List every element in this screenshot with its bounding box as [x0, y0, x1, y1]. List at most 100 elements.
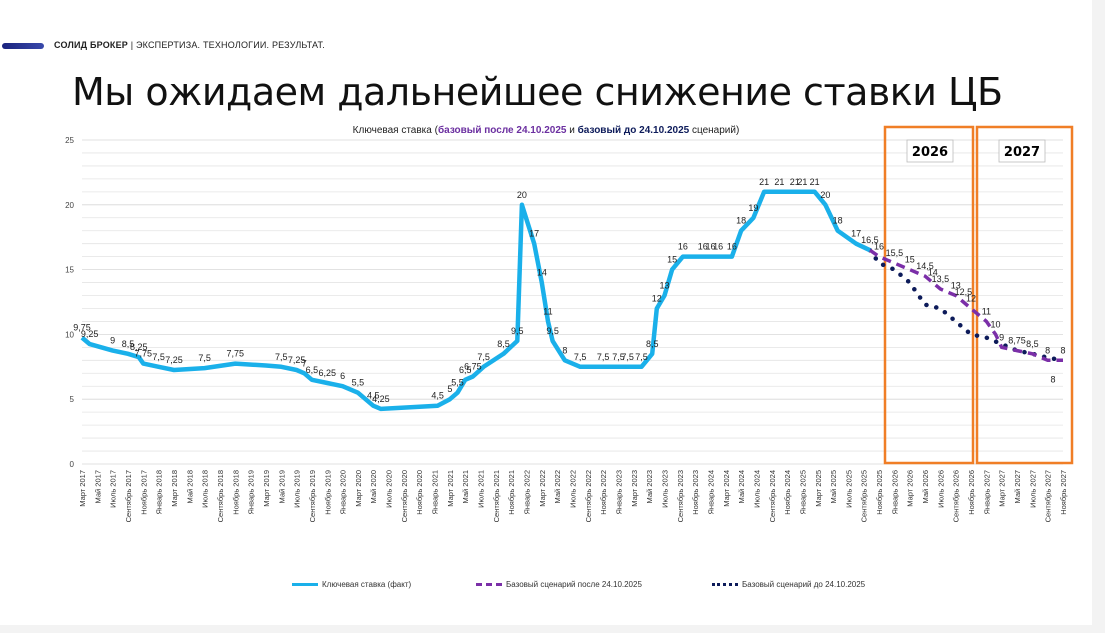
x-tick-label: Сентябрь 2023: [676, 470, 685, 522]
x-tick-label: Март 2017: [78, 470, 87, 507]
data-label: 7,75: [227, 349, 245, 359]
data-label: 15,5: [886, 248, 904, 258]
brand-tagline: | ЭКСПЕРТИЗА. ТЕХНОЛОГИИ. РЕЗУЛЬТАТ.: [128, 40, 325, 50]
x-tick-label: Сентябрь 2020: [400, 470, 409, 522]
data-label: 20: [517, 190, 527, 200]
y-tick-label: 5: [70, 395, 75, 404]
data-label: 4,5: [367, 391, 380, 401]
series-line-solid: [80, 189, 871, 412]
data-label: 7,25: [288, 355, 306, 365]
data-label: 21: [790, 177, 800, 187]
y-tick-label: 20: [65, 201, 74, 210]
data-label: 9: [999, 332, 1004, 342]
series-line-dashed: [868, 248, 1063, 363]
x-tick-label: Ноябрь 2025: [875, 470, 884, 515]
data-label: 14: [928, 268, 938, 278]
data-label: 16: [727, 242, 737, 252]
x-tick-label: Июль 2019: [293, 470, 302, 508]
data-label: 21: [797, 177, 807, 187]
data-label: 9,25: [81, 329, 99, 339]
data-label: 7,5: [597, 352, 610, 362]
x-tick-label: Ноябрь 2027: [1059, 470, 1068, 515]
x-tick-label: Март 2019: [262, 470, 271, 507]
x-tick-label: Март 2022: [538, 470, 547, 507]
year-highlight-box: [883, 125, 975, 465]
x-tick-label: Ноябрь 2018: [231, 470, 240, 515]
data-label: 8,5: [497, 339, 510, 349]
x-tick-label: Июль 2025: [844, 470, 853, 508]
x-tick-label: Январь 2024: [706, 470, 715, 514]
x-tick-label: Март 2021: [446, 470, 455, 507]
data-label: 8,75: [1008, 336, 1026, 346]
chart-title-suffix: сценарий): [689, 125, 740, 136]
x-tick-label: Май 2021: [461, 470, 470, 503]
x-tick-label: Март 2025: [814, 470, 823, 507]
data-label: 6,5: [306, 365, 319, 375]
x-tick-label: Сентябрь 2018: [216, 470, 225, 522]
x-tick-label: Сентябрь 2027: [1044, 470, 1053, 522]
data-label: 12: [652, 293, 662, 303]
data-label: 8,5: [122, 339, 135, 349]
x-tick-label: Ноябрь 2019: [323, 470, 332, 515]
data-label: 7,5: [635, 352, 648, 362]
data-label: 12: [966, 293, 976, 303]
x-tick-label: Июль 2021: [477, 470, 486, 508]
data-label: 12,5: [955, 287, 973, 297]
data-label: 7,5: [574, 352, 587, 362]
legend-item-before: Базовый сценарий до 24.10.2025: [712, 580, 865, 589]
slide: СОЛИД БРОКЕР | ЭКСПЕРТИЗА. ТЕХНОЛОГИИ. Р…: [0, 0, 1092, 625]
data-label: 7,5: [198, 353, 211, 363]
x-tick-label: Март 2027: [998, 470, 1007, 507]
data-label: 7: [302, 358, 307, 368]
data-label: 6,75: [464, 362, 482, 372]
legend-label-after: Базовый сценарий после 24.10.2025: [506, 580, 642, 589]
y-tick-label: 0: [70, 460, 75, 469]
year-highlight-box: [975, 125, 1074, 465]
x-tick-label: Март 2018: [170, 470, 179, 507]
x-tick-label: Ноябрь 2024: [783, 470, 792, 515]
x-tick-label: Июль 2018: [201, 470, 210, 508]
year-label: 2026: [912, 145, 948, 160]
legend-item-after: Базовый сценарий после 24.10.2025: [476, 580, 642, 589]
x-tick-label: Июль 2022: [569, 470, 578, 508]
data-label: 9,5: [511, 326, 524, 336]
data-label: 17: [529, 229, 539, 239]
x-tick-label: Ноябрь 2026: [967, 470, 976, 515]
data-label: 5,5: [352, 378, 365, 388]
data-label: 21: [759, 177, 769, 187]
data-label: 9,5: [546, 326, 559, 336]
x-tick-label: Июль 2023: [660, 470, 669, 508]
brand-bar: [2, 43, 44, 49]
x-tick-label: Ноябрь 2023: [691, 470, 700, 515]
legend-swatch-dotted: [712, 583, 738, 586]
data-label: 14,5: [916, 261, 934, 271]
x-tick-label: Май 2022: [553, 470, 562, 503]
data-label: 4,25: [372, 394, 390, 404]
data-label: 16: [678, 242, 688, 252]
x-tick-label: Январь 2021: [431, 470, 440, 514]
data-label: 8,5: [1026, 339, 1039, 349]
brand-header: СОЛИД БРОКЕР | ЭКСПЕРТИЗА. ТЕХНОЛОГИИ. Р…: [54, 40, 325, 50]
x-tick-label: Март 2026: [906, 470, 915, 507]
data-label: 4,5: [431, 391, 444, 401]
data-label: 20: [820, 190, 830, 200]
x-tick-label: Сентябрь 2024: [768, 470, 777, 522]
x-tick-label: Июль 2027: [1028, 470, 1037, 508]
data-label: 7,5: [477, 352, 490, 362]
x-tick-label: Сентябрь 2017: [124, 470, 133, 522]
chart-title: Ключевая ставка (базовый после 24.10.202…: [0, 125, 1092, 136]
x-tick-label: Сентябрь 2021: [492, 470, 501, 522]
data-label: 18: [736, 216, 746, 226]
data-label: 6,25: [318, 368, 336, 378]
data-label: 8: [1050, 374, 1055, 384]
x-tick-label: Март 2020: [354, 470, 363, 507]
x-tick-label: Июль 2017: [109, 470, 118, 508]
x-tick-label: Май 2018: [185, 470, 194, 503]
data-label: 16: [874, 242, 884, 252]
data-label: 8,5: [646, 339, 659, 349]
data-label: 7,75: [135, 349, 153, 359]
data-label: 16: [705, 242, 715, 252]
legend-label-fact: Ключевая ставка (факт): [322, 580, 412, 589]
x-tick-label: Ноябрь 2017: [139, 470, 148, 515]
data-label: 13: [659, 281, 669, 291]
